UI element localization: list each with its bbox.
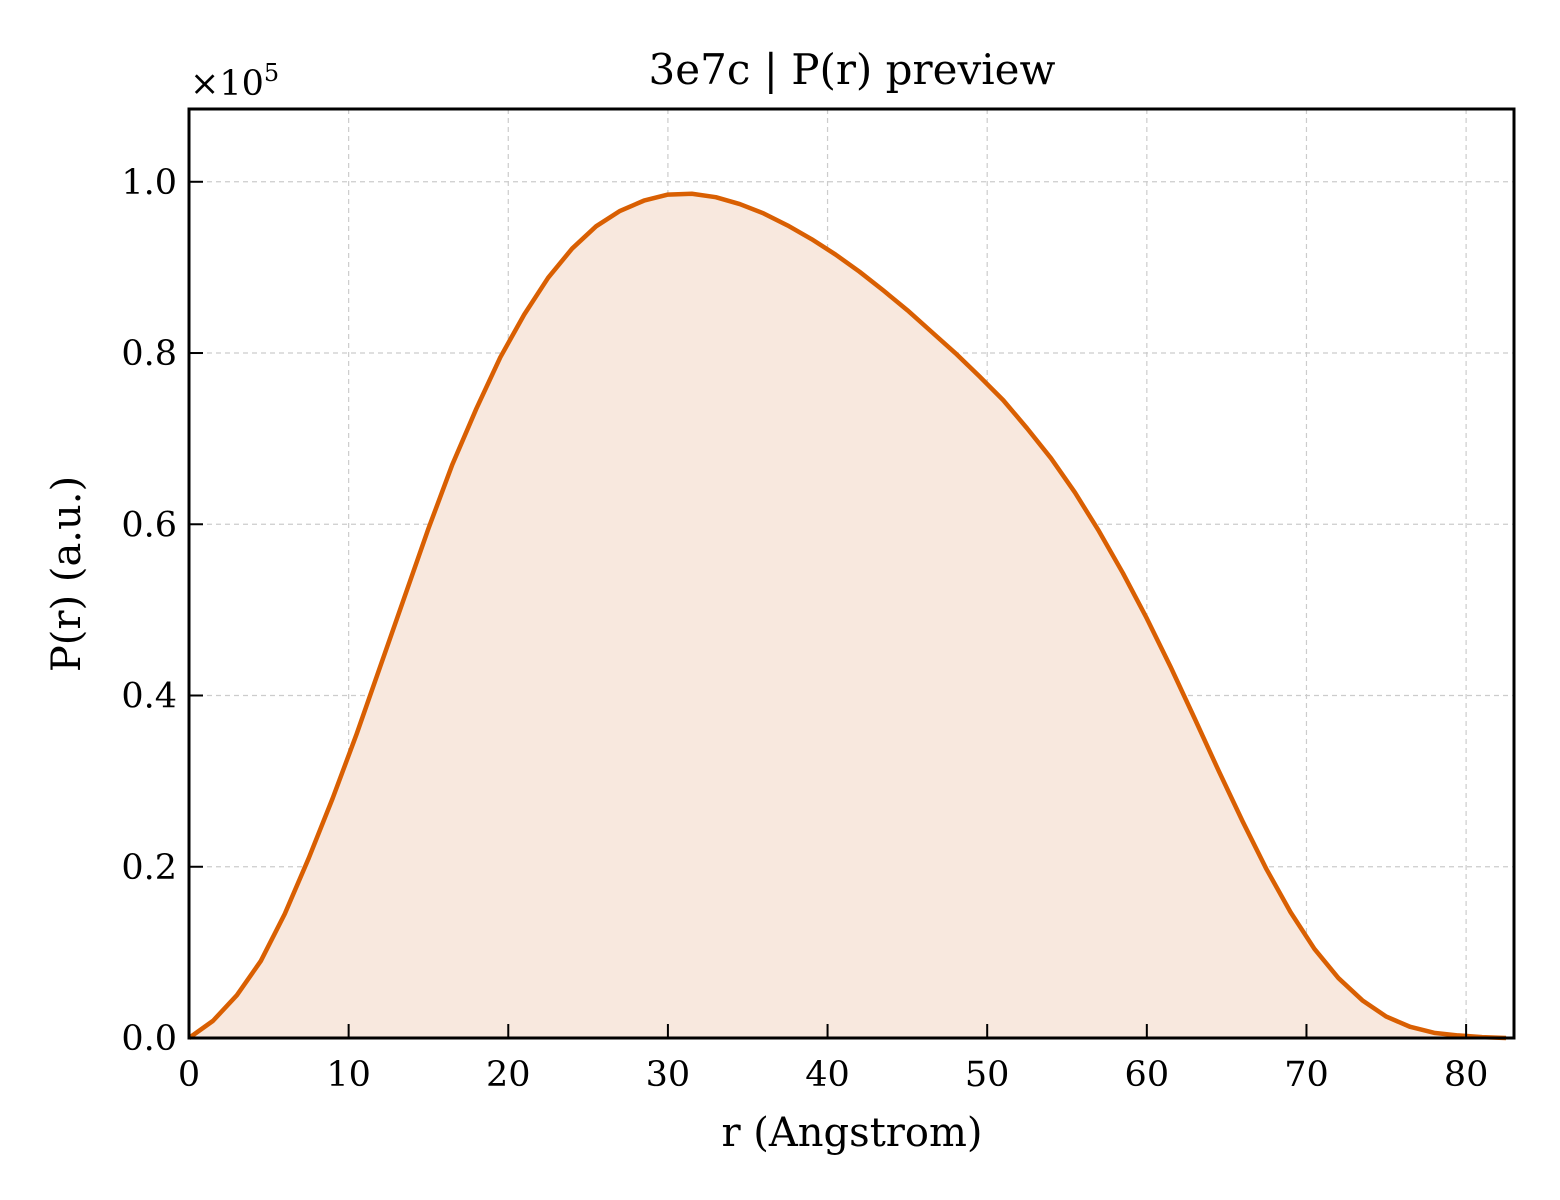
x-tick-label: 80	[1444, 1055, 1489, 1095]
x-tick-label: 20	[486, 1055, 531, 1095]
y-tick-labels: 0.0 0.2 0.4 0.6 0.8 1.0	[121, 163, 177, 1059]
x-tick-label: 50	[965, 1055, 1010, 1095]
y-multiplier: ×105	[190, 59, 279, 104]
plot-frame	[187, 107, 1516, 1040]
x-tick-label: 60	[1125, 1055, 1170, 1095]
x-tick-label: 0	[178, 1055, 200, 1095]
y-tick-label: 0.2	[121, 848, 177, 888]
chart-title: 3e7c | P(r) preview	[649, 45, 1056, 94]
pr-area-fill	[189, 193, 1507, 1038]
y-tick-label: 0.6	[121, 505, 177, 545]
y-axis-title: P(r) (a.u.)	[44, 476, 90, 672]
axis-ticks	[188, 180, 1468, 1039]
y-multiplier-prefix: ×10	[190, 64, 264, 104]
x-axis-title: r (Angstrom)	[721, 1110, 982, 1156]
x-tick-label: 30	[646, 1055, 691, 1095]
y-tick-label: 1.0	[121, 163, 177, 203]
x-tick-label: 40	[805, 1055, 850, 1095]
y-multiplier-exponent: 5	[264, 59, 279, 87]
x-tick-labels: 0 10 20 30 40 50 60 70 80	[178, 1055, 1489, 1095]
pr-series-line	[187, 191, 1507, 1041]
x-tick-label: 10	[326, 1055, 371, 1095]
y-tick-label: 0.8	[121, 334, 177, 374]
y-tick-label: 0.4	[121, 677, 177, 717]
x-tick-label: 70	[1284, 1055, 1329, 1095]
y-tick-label: 0.0	[121, 1019, 177, 1059]
